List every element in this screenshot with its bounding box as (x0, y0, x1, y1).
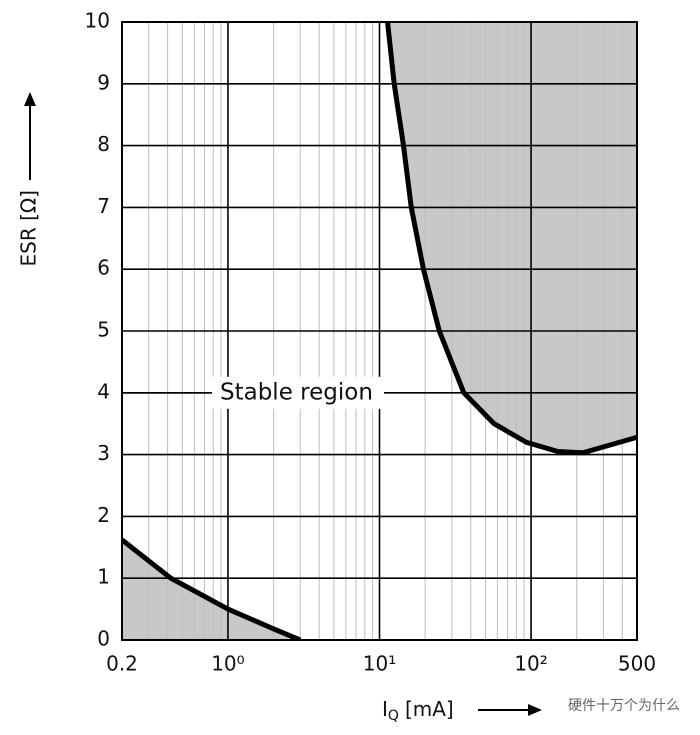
y-tick-label: 6 (97, 256, 110, 280)
unstable-region (122, 539, 301, 640)
x-axis-label: IQ [mA] (382, 697, 454, 725)
y-tick-label: 2 (97, 503, 110, 527)
x-label-main: I (382, 697, 388, 721)
y-tick-label: 4 (97, 379, 110, 403)
plot-frame (121, 21, 638, 641)
unstable-region (387, 22, 637, 453)
boundary-curve (122, 537, 302, 640)
y-tick-label: 10 (85, 9, 110, 33)
x-tick-label: 10¹ (363, 652, 396, 676)
y-tick-label: 8 (97, 132, 110, 156)
annotation-bg (212, 376, 384, 409)
x-label-sub: Q (388, 708, 399, 724)
curves (122, 22, 637, 640)
y-tick-label: 0 (97, 627, 110, 651)
x-tick-label: 10² (514, 652, 547, 676)
watermark: 硬件十万个为什么 (568, 698, 680, 714)
x-tick-label: 10⁰ (211, 652, 244, 676)
y-axis-label: ESR [Ω] (17, 190, 41, 266)
x-arrow-head (528, 704, 542, 716)
x-tick-label: 500 (618, 652, 656, 676)
y-arrow-head (24, 92, 36, 106)
x-tick-label: 0.2 (106, 652, 138, 676)
y-tick-label: 5 (97, 318, 110, 342)
x-label-unit: [mA] (405, 697, 454, 721)
y-tick-label: 1 (97, 565, 110, 589)
boundary-curve (385, 22, 637, 456)
y-tick-label: 7 (97, 194, 110, 218)
annotation: Stable region (220, 379, 373, 405)
fills (122, 22, 637, 640)
y-tick-label: 3 (97, 441, 110, 465)
y-tick-label: 9 (97, 70, 110, 94)
